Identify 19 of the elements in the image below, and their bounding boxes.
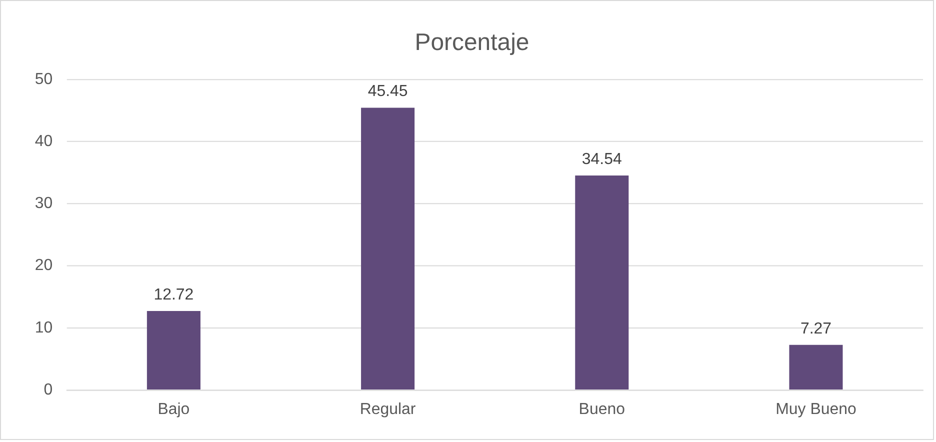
y-tick-label: 0 [44, 381, 53, 398]
chart-title: Porcentaje [414, 28, 530, 56]
bar [575, 175, 629, 390]
x-tick-label: Regular [360, 400, 416, 418]
x-tick-label: Muy Bueno [776, 400, 856, 418]
data-label: 7.27 [800, 320, 832, 338]
bar [146, 311, 200, 390]
y-tick-label: 10 [34, 319, 53, 336]
x-tick-label: Bajo [158, 400, 190, 418]
y-tick-label: 30 [34, 195, 53, 212]
x-tick-label: Bueno [578, 400, 626, 418]
y-tick-label: 20 [34, 257, 53, 274]
bar [361, 108, 415, 390]
y-tick-label: 50 [34, 70, 53, 88]
bar [789, 344, 843, 390]
data-label: 12.72 [154, 286, 194, 304]
data-label: 45.45 [368, 83, 408, 100]
y-tick-label: 40 [34, 132, 53, 150]
data-label: 34.54 [582, 150, 622, 168]
